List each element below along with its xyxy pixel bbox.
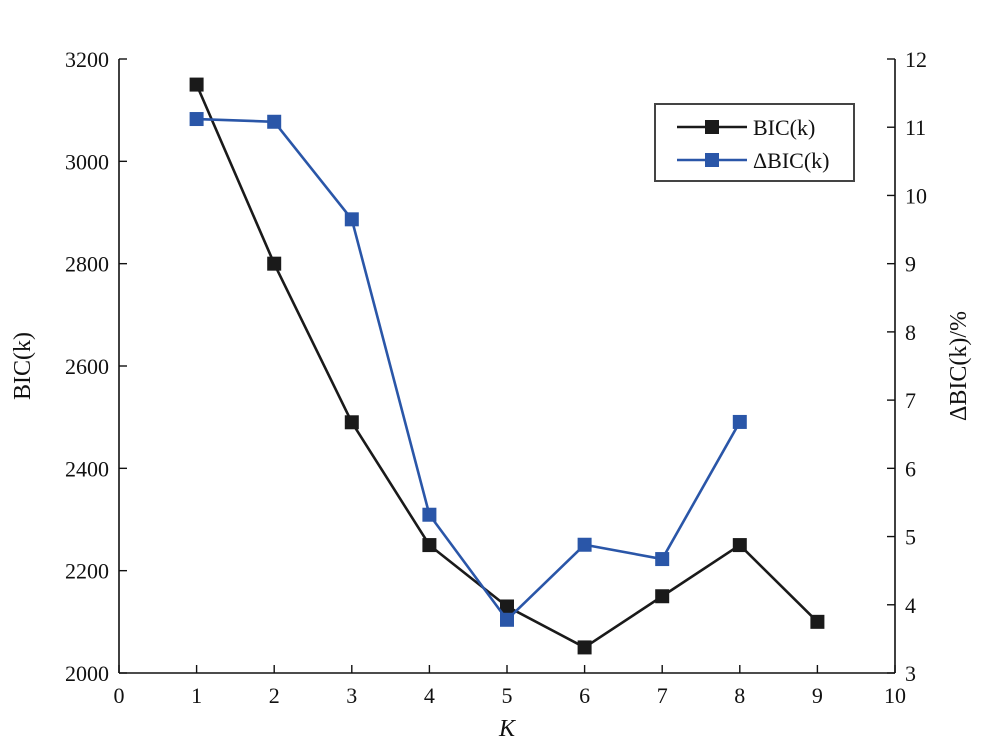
series-layer — [189, 77, 825, 655]
series-bic — [189, 77, 825, 655]
x-axis-label: K — [498, 716, 517, 742]
y-right-tick-label: 8 — [905, 320, 916, 345]
data-point — [267, 256, 282, 271]
legend-box — [654, 103, 855, 182]
y-right-tick-label: 9 — [905, 252, 916, 277]
y-left-tick-label: 2000 — [65, 661, 109, 686]
y-left-tick-label: 3200 — [65, 47, 109, 72]
x-tick-label: 2 — [269, 683, 280, 708]
data-point — [577, 537, 592, 552]
y-axis-right-label: ΔBIC(k)/% — [946, 311, 972, 421]
y-right-tick-label: 11 — [905, 115, 926, 140]
x-tick-label: 7 — [657, 683, 668, 708]
legend-label: ΔBIC(k) — [753, 148, 829, 173]
y-axis-left-label: BIC(k) — [10, 332, 36, 400]
data-point — [189, 112, 204, 127]
data-point — [732, 414, 747, 429]
y-left-tick-label: 2800 — [65, 252, 109, 277]
x-tick-label: 9 — [812, 683, 823, 708]
legend-marker — [705, 120, 719, 134]
x-tick-label: 0 — [114, 683, 125, 708]
x-tick-label: 1 — [191, 683, 202, 708]
data-point — [810, 614, 825, 629]
x-tick-label: 10 — [884, 683, 906, 708]
data-point — [500, 612, 514, 627]
legend: BIC(k) ΔBIC(k) — [654, 103, 855, 182]
data-point — [189, 77, 204, 92]
y-right-tick-label: 3 — [905, 661, 916, 686]
x-tick-label: 5 — [502, 683, 513, 708]
y-left-tick-label: 3000 — [65, 149, 109, 174]
legend-marker — [705, 153, 719, 167]
y-right-tick-label: 12 — [905, 47, 927, 72]
y-left-tick-label: 2400 — [65, 456, 109, 481]
x-tick-label: 6 — [579, 683, 590, 708]
data-point — [344, 415, 359, 430]
y-left-tick-label: 2200 — [65, 559, 109, 584]
y-left-tick-label: 2600 — [65, 354, 109, 379]
data-point — [422, 538, 437, 553]
data-point — [577, 640, 592, 655]
series-delta-bic — [189, 112, 747, 627]
x-tick-label: 4 — [424, 683, 435, 708]
data-point — [500, 599, 514, 614]
x-tick-label: 8 — [734, 683, 745, 708]
legend-label: BIC(k) — [753, 115, 815, 140]
data-point — [267, 114, 282, 129]
series-line — [196, 117, 741, 622]
data-point — [655, 552, 670, 567]
data-point — [732, 538, 747, 553]
y-right-tick-label: 10 — [905, 183, 927, 208]
y-right-tick-label: 5 — [905, 525, 916, 550]
data-point — [655, 589, 670, 604]
y-right-tick-label: 4 — [905, 593, 916, 618]
axes: 0 1 2 3 4 5 6 7 8 9 102000220024002600280030003200… — [65, 47, 927, 708]
y-right-tick-label: 6 — [905, 456, 916, 481]
y-right-tick-label: 7 — [905, 388, 916, 413]
data-point — [422, 507, 437, 522]
data-point — [344, 212, 359, 227]
x-tick-label: 3 — [346, 683, 357, 708]
